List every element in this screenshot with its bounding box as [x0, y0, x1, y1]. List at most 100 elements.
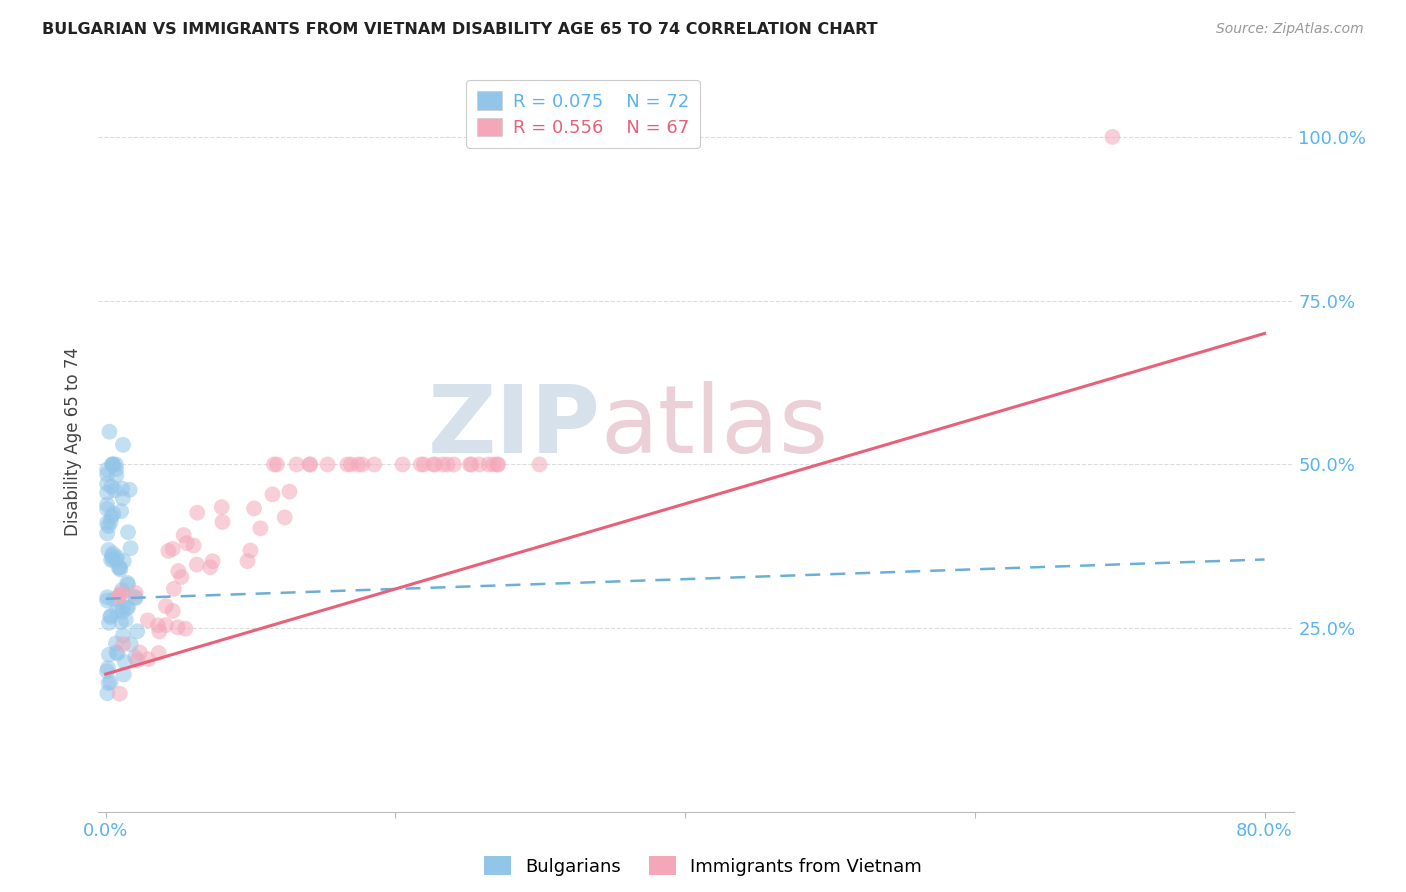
- Point: [239, 543, 262, 558]
- Point: [105, 462, 128, 476]
- Point: [105, 549, 128, 564]
- Point: [104, 636, 127, 650]
- Point: [96, 686, 118, 700]
- Point: [96, 485, 118, 500]
- Point: [363, 458, 385, 472]
- Point: [443, 458, 465, 472]
- Point: [486, 458, 509, 472]
- Point: [101, 549, 124, 563]
- Point: [412, 458, 434, 472]
- Point: [136, 652, 159, 666]
- Point: [96, 502, 118, 516]
- Point: [98, 610, 121, 624]
- Point: [148, 624, 170, 639]
- Point: [117, 600, 139, 615]
- Point: [100, 509, 122, 524]
- Point: [105, 645, 128, 659]
- Point: [110, 615, 132, 629]
- Point: [97, 615, 120, 630]
- Point: [103, 507, 125, 521]
- Point: [298, 458, 321, 472]
- Point: [273, 510, 295, 524]
- Legend: R = 0.075    N = 72, R = 0.556    N = 67: R = 0.075 N = 72, R = 0.556 N = 67: [465, 80, 700, 148]
- Point: [100, 608, 122, 623]
- Point: [432, 458, 454, 472]
- Legend: Bulgarians, Immigrants from Vietnam: Bulgarians, Immigrants from Vietnam: [477, 849, 929, 883]
- Point: [183, 539, 205, 553]
- Point: [186, 506, 208, 520]
- Text: ZIP: ZIP: [427, 381, 600, 473]
- Point: [100, 515, 122, 529]
- Point: [128, 645, 150, 659]
- Point: [107, 647, 129, 661]
- Point: [127, 624, 149, 639]
- Point: [97, 661, 120, 675]
- Point: [211, 500, 233, 515]
- Point: [108, 588, 131, 602]
- Point: [96, 462, 118, 476]
- Point: [336, 458, 359, 472]
- Point: [97, 676, 120, 690]
- Point: [105, 603, 128, 617]
- Point: [114, 613, 136, 627]
- Point: [117, 575, 139, 590]
- Point: [96, 467, 118, 482]
- Point: [111, 582, 134, 597]
- Point: [163, 582, 186, 596]
- Point: [96, 526, 118, 541]
- Point: [124, 590, 146, 604]
- Point: [423, 458, 446, 472]
- Point: [146, 618, 169, 632]
- Point: [155, 618, 177, 632]
- Point: [162, 541, 184, 556]
- Point: [278, 484, 301, 499]
- Point: [100, 675, 122, 690]
- Point: [482, 458, 505, 472]
- Point: [117, 577, 139, 591]
- Point: [236, 554, 259, 568]
- Point: [110, 562, 132, 576]
- Point: [391, 458, 413, 472]
- Point: [155, 599, 177, 614]
- Point: [120, 637, 142, 651]
- Point: [112, 667, 135, 681]
- Point: [162, 604, 184, 618]
- Point: [120, 541, 142, 556]
- Point: [101, 458, 124, 472]
- Point: [436, 458, 458, 472]
- Point: [96, 664, 118, 678]
- Point: [100, 480, 122, 494]
- Point: [1101, 129, 1123, 144]
- Point: [101, 547, 124, 561]
- Point: [111, 586, 134, 600]
- Point: [173, 528, 195, 542]
- Point: [166, 620, 188, 634]
- Point: [468, 458, 491, 472]
- Point: [118, 483, 141, 497]
- Point: [127, 653, 149, 667]
- Point: [266, 458, 288, 472]
- Point: [148, 646, 170, 660]
- Point: [111, 482, 134, 496]
- Point: [111, 438, 134, 452]
- Point: [458, 458, 481, 472]
- Point: [211, 515, 233, 529]
- Point: [108, 590, 131, 604]
- Point: [115, 601, 138, 615]
- Point: [176, 536, 198, 550]
- Point: [110, 504, 132, 518]
- Point: [114, 655, 136, 669]
- Point: [124, 591, 146, 606]
- Point: [98, 425, 121, 439]
- Point: [108, 560, 131, 574]
- Point: [136, 613, 159, 627]
- Point: [409, 458, 432, 472]
- Text: atlas: atlas: [600, 381, 828, 473]
- Point: [124, 650, 146, 665]
- Point: [340, 458, 363, 472]
- Point: [103, 458, 125, 472]
- Point: [103, 592, 125, 607]
- Point: [101, 458, 124, 472]
- Point: [262, 487, 284, 501]
- Point: [243, 501, 266, 516]
